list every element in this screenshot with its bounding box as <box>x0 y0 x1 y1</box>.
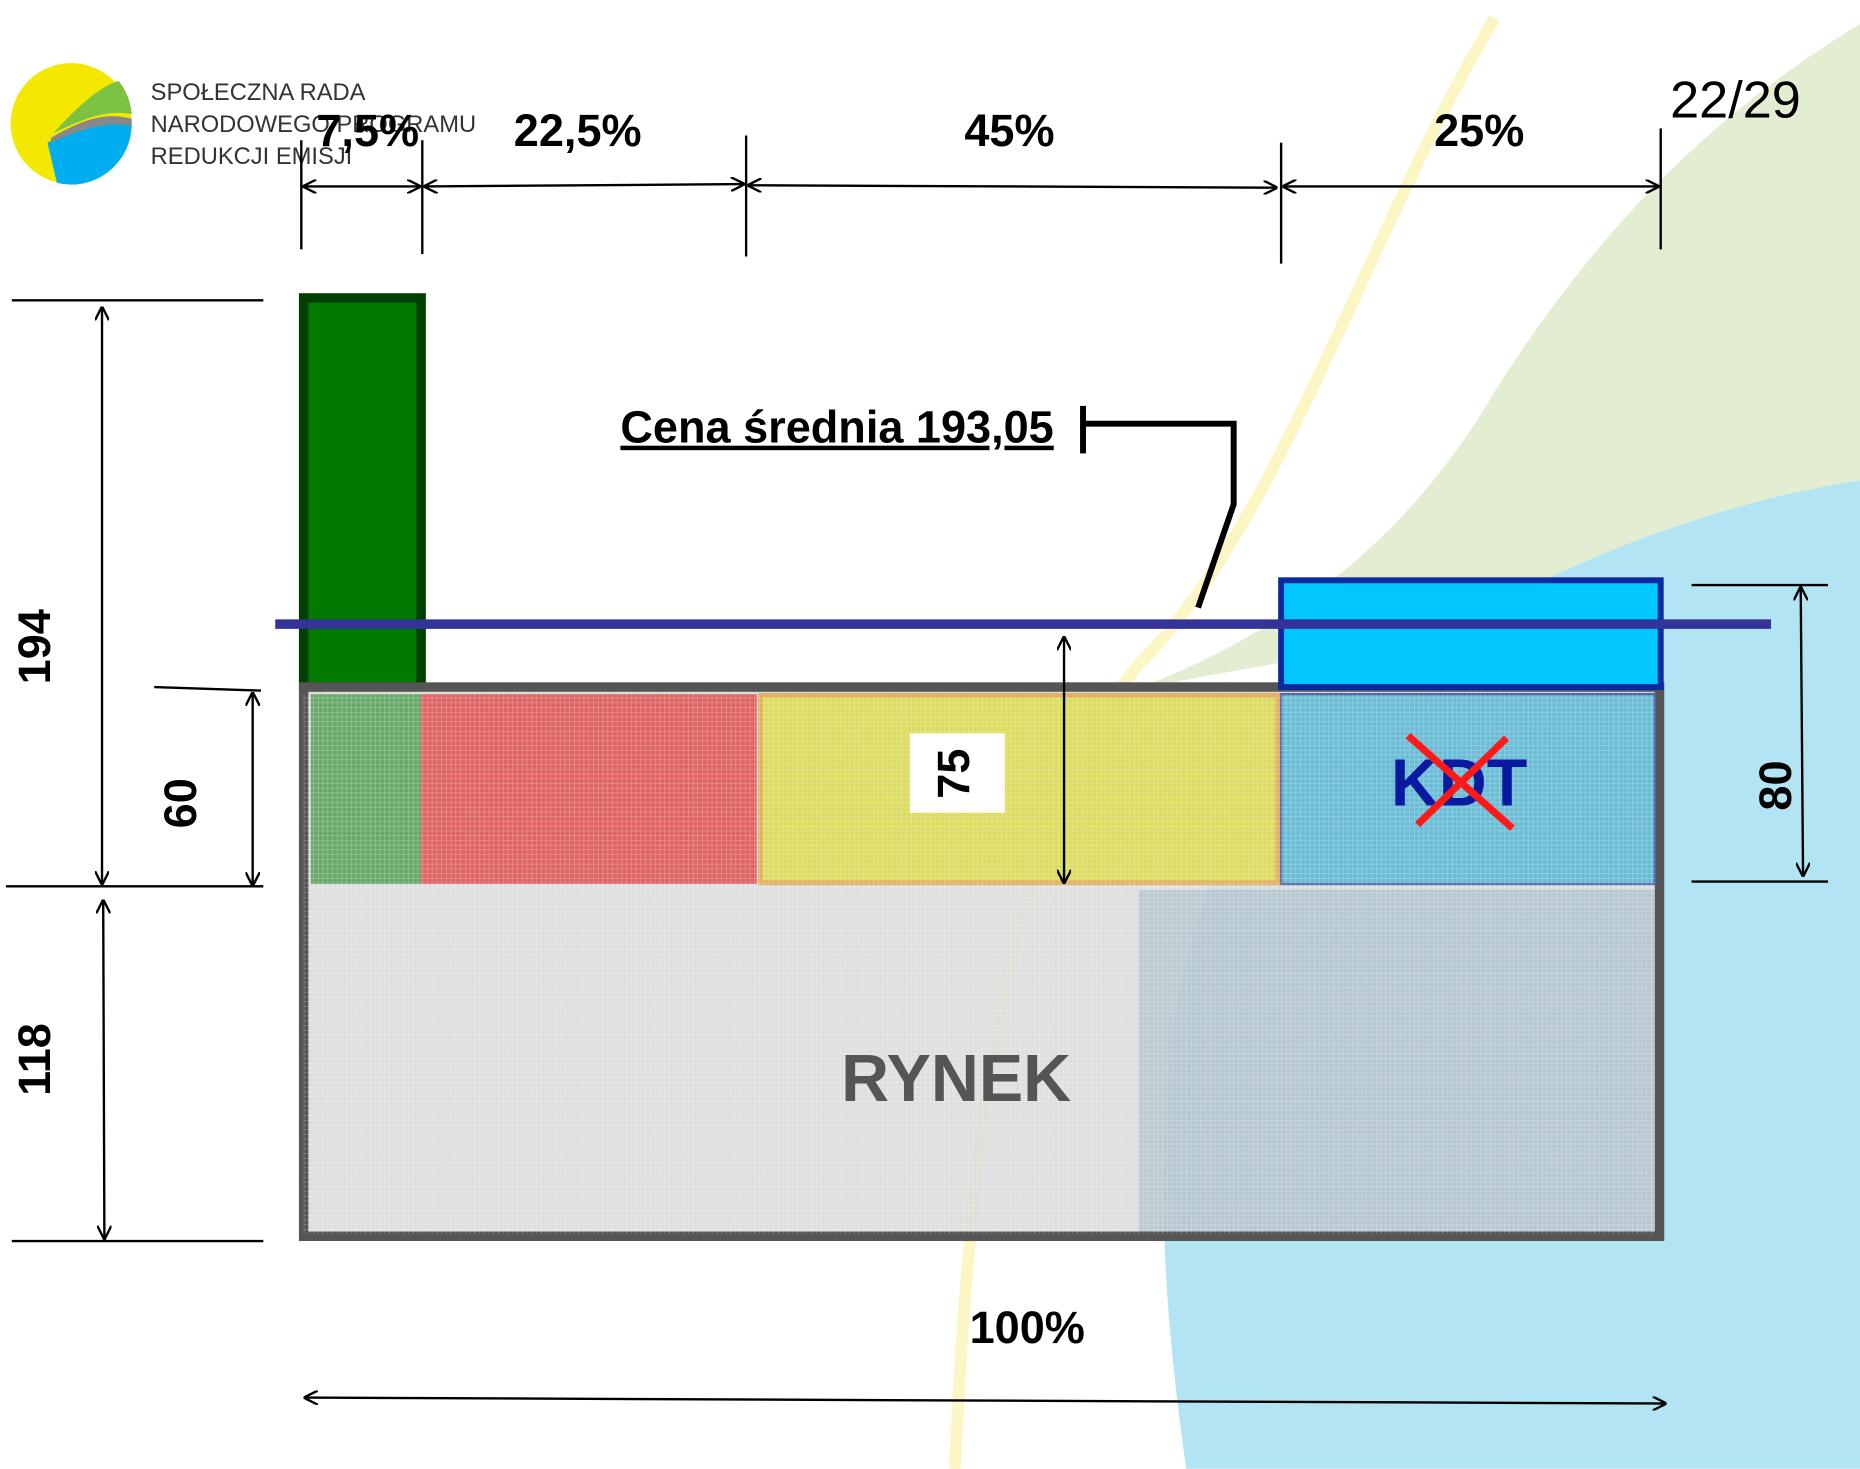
height-label: 75 <box>928 749 979 799</box>
height-label: 194 <box>9 609 60 684</box>
callout-line <box>1080 405 1237 609</box>
total-share: 100% <box>970 1302 1085 1353</box>
share-label: 22,5% <box>514 105 642 156</box>
share-label: 7,5% <box>316 105 419 156</box>
height-label: 118 <box>9 1023 60 1096</box>
total-arrow <box>305 1398 1666 1404</box>
cross <box>1405 733 1515 831</box>
logo <box>10 63 132 185</box>
blue-box <box>1278 577 1664 691</box>
height-label: 60 <box>155 778 206 828</box>
height-label: 80 <box>1750 760 1801 810</box>
label-box <box>909 733 1005 813</box>
top-dimensions <box>300 128 1662 264</box>
share-label: 45% <box>964 105 1054 156</box>
right-dimensions <box>1691 583 1828 883</box>
average-price: Cena średnia 193,05 <box>620 402 1053 453</box>
market-label: RYNEK <box>841 1042 1071 1116</box>
bg-green <box>1138 23 1860 689</box>
page-number: 22/29 <box>1670 72 1801 130</box>
org-line: REDUKCJI EMISJI <box>151 144 353 170</box>
share-label: 25% <box>1434 105 1524 156</box>
left-dimensions <box>5 299 264 1243</box>
org-line: NARODOWEGO PROGRAMU <box>151 112 476 138</box>
org-line: SPOŁECZNA RADA <box>151 80 366 106</box>
